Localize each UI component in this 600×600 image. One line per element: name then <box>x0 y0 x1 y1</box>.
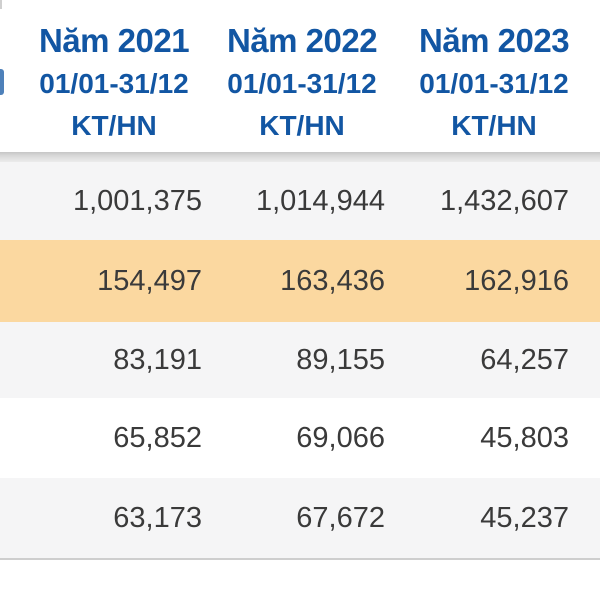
value-cell-2021: 65,852 <box>113 421 202 454</box>
value-cell-2022: 69,066 <box>296 421 385 454</box>
value-cell-2021: 154,497 <box>97 264 202 297</box>
unit-label: KT/HN <box>71 110 157 141</box>
table-row[interactable]: 65,852 69,066 45,803 <box>0 398 600 478</box>
table-body: 1,001,375 1,014,944 1,432,607 154,497 16… <box>0 162 600 560</box>
value-cell-2021: 63,173 <box>113 501 202 534</box>
value-cell-2021: 83,191 <box>113 343 202 376</box>
value-cell-2023: 162,916 <box>464 264 569 297</box>
period-label: 01/01-31/12 <box>419 68 569 99</box>
value-cell-2023: 45,237 <box>480 501 569 534</box>
value-cell-2021: 1,001,375 <box>72 184 202 217</box>
crop-edge-mark <box>0 0 2 9</box>
cropped-column-text-fragment <box>0 69 4 95</box>
table-row[interactable]: 63,173 67,672 45,237 <box>0 478 600 558</box>
table-row[interactable]: 1,001,375 1,014,944 1,432,607 <box>0 162 600 240</box>
value-cell-2023: 45,803 <box>480 421 569 454</box>
column-header-2023[interactable]: Năm 2023 01/01-31/12 KT/HN <box>396 24 592 152</box>
column-header-2021[interactable]: Năm 2021 01/01-31/12 KT/HN <box>20 24 208 152</box>
value-cell-2022: 89,155 <box>296 343 385 376</box>
value-cell-2022: 163,436 <box>280 264 385 297</box>
value-cell-2023: 1,432,607 <box>439 184 569 217</box>
value-cell-2022: 67,672 <box>296 501 385 534</box>
header-separator-bar <box>0 152 600 162</box>
table-row-highlighted[interactable]: 154,497 163,436 162,916 <box>0 240 600 322</box>
value-cell-2022: 1,014,944 <box>255 184 385 217</box>
year-label: Năm 2023 <box>418 22 570 59</box>
year-label: Năm 2021 <box>38 22 190 59</box>
value-cell-2023: 64,257 <box>480 343 569 376</box>
table-row[interactable]: 83,191 89,155 64,257 <box>0 322 600 398</box>
period-label: 01/01-31/12 <box>39 68 189 99</box>
table-header-row: Năm 2021 01/01-31/12 KT/HN Năm 2022 01/0… <box>0 0 600 152</box>
column-header-2022[interactable]: Năm 2022 01/01-31/12 KT/HN <box>208 24 396 152</box>
unit-label: KT/HN <box>451 110 537 141</box>
unit-label: KT/HN <box>259 110 345 141</box>
year-label: Năm 2022 <box>226 22 378 59</box>
period-label: 01/01-31/12 <box>227 68 377 99</box>
